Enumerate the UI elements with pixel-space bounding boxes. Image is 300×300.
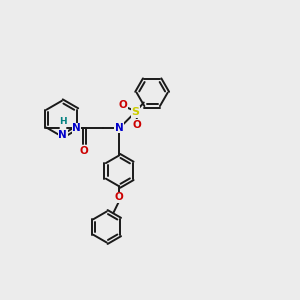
Text: S: S — [132, 107, 140, 117]
Text: O: O — [80, 146, 89, 156]
Text: O: O — [133, 120, 142, 130]
Text: O: O — [115, 192, 124, 202]
Text: N: N — [72, 124, 81, 134]
Text: O: O — [119, 100, 128, 110]
Text: H: H — [59, 117, 67, 126]
Text: N: N — [58, 130, 67, 140]
Text: N: N — [115, 123, 124, 133]
